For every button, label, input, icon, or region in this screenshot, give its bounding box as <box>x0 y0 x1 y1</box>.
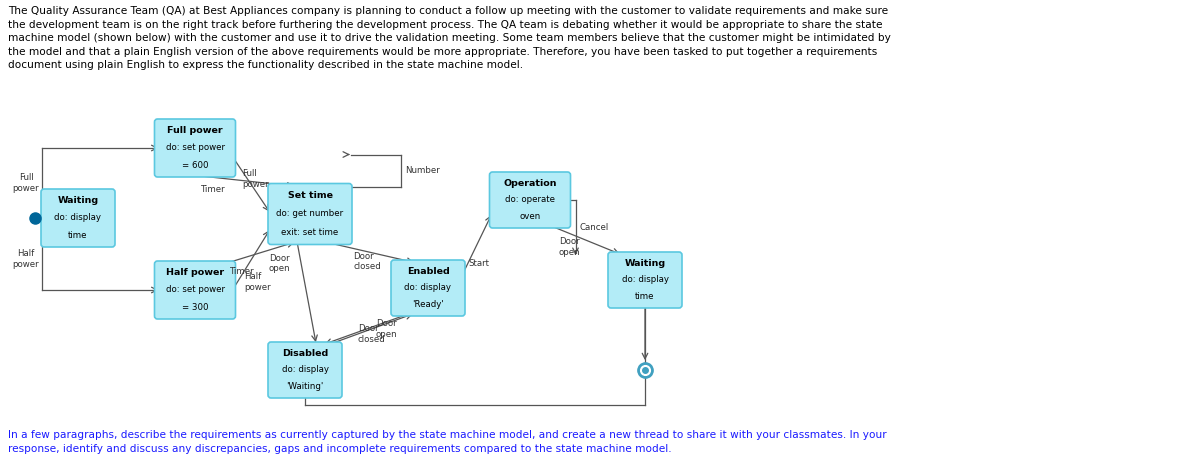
Text: do: set power: do: set power <box>166 286 224 295</box>
Text: do: display: do: display <box>54 214 102 222</box>
Text: do: display: do: display <box>622 276 668 285</box>
Text: Timer: Timer <box>200 186 226 195</box>
FancyBboxPatch shape <box>155 261 235 319</box>
Text: 'Ready': 'Ready' <box>412 300 444 309</box>
Text: Enabled: Enabled <box>407 267 449 276</box>
Text: Set time: Set time <box>288 191 332 200</box>
Text: Operation: Operation <box>503 179 557 188</box>
Text: do: display: do: display <box>404 284 451 292</box>
Text: Door
open: Door open <box>559 238 581 257</box>
FancyBboxPatch shape <box>155 119 235 177</box>
Text: Door
open: Door open <box>268 254 290 273</box>
Text: Disabled: Disabled <box>282 349 328 358</box>
Text: Door
closed: Door closed <box>358 324 385 344</box>
Text: = 600: = 600 <box>181 161 209 170</box>
Text: Cancel: Cancel <box>580 223 608 232</box>
Text: do: set power: do: set power <box>166 143 224 152</box>
Text: Door
closed: Door closed <box>353 252 380 271</box>
FancyBboxPatch shape <box>608 252 682 308</box>
Text: = 300: = 300 <box>181 303 209 312</box>
Text: Waiting: Waiting <box>58 196 98 205</box>
Text: do: get number: do: get number <box>276 209 343 218</box>
Text: Waiting: Waiting <box>624 259 666 268</box>
Text: Full
power: Full power <box>13 173 40 193</box>
Text: Door
open: Door open <box>376 319 397 339</box>
Text: Number: Number <box>406 166 439 175</box>
FancyBboxPatch shape <box>268 342 342 398</box>
Text: Timer: Timer <box>229 268 254 277</box>
Text: do: operate: do: operate <box>505 196 554 205</box>
FancyBboxPatch shape <box>41 189 115 247</box>
Text: Half
power: Half power <box>245 272 271 292</box>
FancyBboxPatch shape <box>268 184 352 245</box>
Text: Full
power: Full power <box>242 169 269 188</box>
FancyBboxPatch shape <box>490 172 570 228</box>
Text: In a few paragraphs, describe the requirements as currently captured by the stat: In a few paragraphs, describe the requir… <box>8 430 887 454</box>
Text: 'Waiting': 'Waiting' <box>287 382 324 391</box>
Text: time: time <box>68 231 88 240</box>
Text: exit: set time: exit: set time <box>281 228 338 237</box>
Text: The Quality Assurance Team (QA) at Best Appliances company is planning to conduc: The Quality Assurance Team (QA) at Best … <box>8 6 890 70</box>
Text: Half
power: Half power <box>13 249 40 268</box>
Text: time: time <box>635 292 655 301</box>
Text: Half power: Half power <box>166 268 224 277</box>
Text: Full power: Full power <box>167 126 223 135</box>
Text: do: display: do: display <box>282 366 329 375</box>
Text: Start: Start <box>468 259 490 268</box>
FancyBboxPatch shape <box>391 260 466 316</box>
Text: oven: oven <box>520 212 541 221</box>
